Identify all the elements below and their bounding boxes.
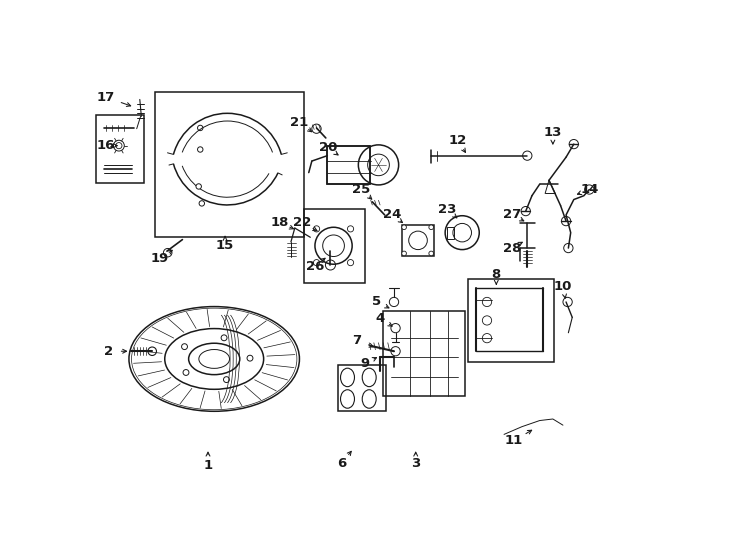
Text: 26: 26	[306, 260, 324, 273]
Text: 23: 23	[437, 203, 456, 216]
Circle shape	[401, 251, 407, 256]
Text: 16: 16	[96, 139, 115, 152]
Text: 7: 7	[352, 334, 361, 347]
Circle shape	[313, 260, 320, 266]
Bar	[304, 209, 365, 283]
Circle shape	[482, 298, 492, 307]
Text: 27: 27	[503, 208, 521, 221]
Text: 22: 22	[294, 216, 312, 229]
Text: 2: 2	[104, 345, 113, 357]
Circle shape	[223, 377, 230, 382]
Circle shape	[429, 225, 434, 229]
Text: 9: 9	[360, 357, 369, 370]
Text: 24: 24	[383, 208, 401, 221]
Text: 3: 3	[411, 457, 421, 470]
Text: 15: 15	[216, 239, 234, 252]
Text: 17: 17	[97, 91, 115, 104]
Circle shape	[482, 316, 492, 325]
Circle shape	[401, 225, 407, 229]
Bar	[468, 279, 554, 362]
Text: 5: 5	[372, 295, 382, 308]
Circle shape	[429, 251, 434, 256]
Text: 20: 20	[319, 141, 338, 154]
Text: 21: 21	[291, 116, 308, 129]
Circle shape	[482, 334, 492, 343]
Bar	[327, 146, 370, 184]
Circle shape	[196, 184, 201, 189]
Text: 28: 28	[503, 241, 521, 254]
Text: 18: 18	[270, 216, 288, 229]
Bar	[327, 146, 370, 184]
Text: 1: 1	[203, 458, 213, 472]
Circle shape	[247, 355, 253, 361]
Text: 4: 4	[375, 313, 385, 326]
Text: 10: 10	[553, 280, 572, 293]
Circle shape	[197, 125, 203, 131]
Bar	[401, 225, 435, 256]
Circle shape	[199, 201, 205, 206]
Text: 14: 14	[580, 183, 598, 196]
Bar	[447, 226, 454, 239]
Circle shape	[313, 226, 320, 232]
Bar	[96, 115, 145, 183]
Text: 11: 11	[505, 434, 523, 447]
Text: 25: 25	[352, 183, 371, 196]
Text: 12: 12	[448, 134, 467, 147]
Bar	[338, 365, 386, 411]
Circle shape	[183, 369, 189, 375]
Text: 6: 6	[337, 457, 346, 470]
Circle shape	[181, 344, 187, 349]
Circle shape	[347, 226, 354, 232]
Bar	[156, 92, 304, 237]
Circle shape	[347, 260, 354, 266]
Bar	[383, 311, 465, 396]
Circle shape	[197, 147, 203, 152]
Circle shape	[221, 335, 227, 341]
Text: 19: 19	[150, 252, 169, 265]
Text: 13: 13	[544, 126, 562, 139]
Text: 8: 8	[492, 268, 501, 281]
